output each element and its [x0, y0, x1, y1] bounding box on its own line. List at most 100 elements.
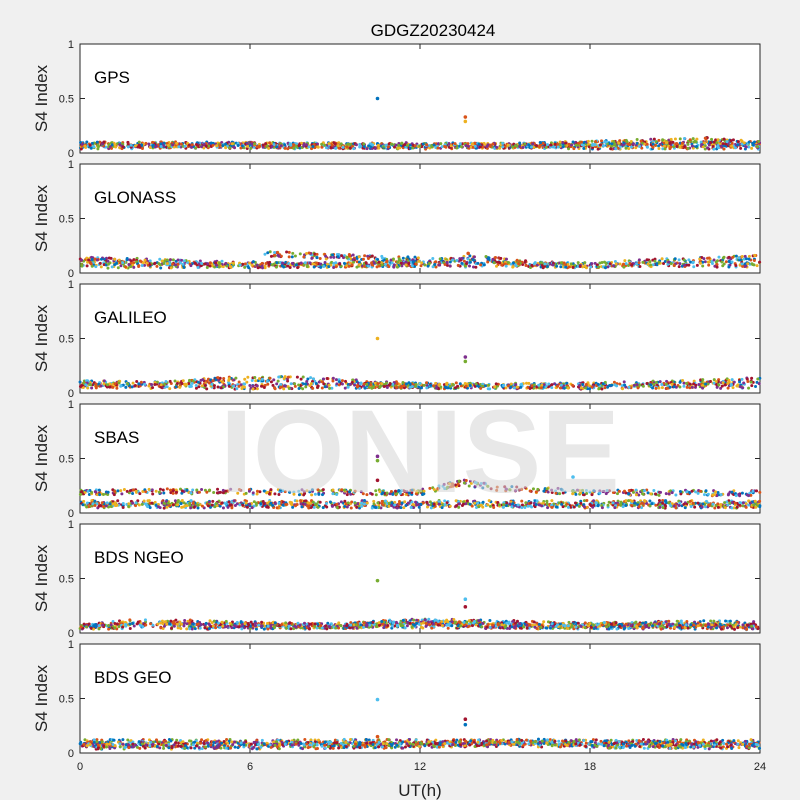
data-point [724, 142, 728, 146]
data-point [504, 264, 508, 268]
data-point [727, 265, 731, 269]
data-point [438, 257, 442, 261]
data-point [645, 382, 649, 386]
data-point [133, 144, 137, 148]
data-point [653, 259, 657, 263]
data-point [731, 138, 735, 142]
data-point [581, 143, 585, 147]
data-point [208, 261, 212, 265]
data-point [107, 256, 111, 260]
data-point [440, 145, 444, 149]
data-point [314, 381, 318, 385]
data-point [517, 262, 521, 266]
data-point [701, 260, 705, 264]
data-point [121, 261, 125, 265]
data-point [400, 141, 404, 145]
data-point [687, 263, 691, 267]
data-point [362, 145, 366, 149]
data-point [738, 380, 742, 384]
data-point [119, 384, 123, 388]
data-point [634, 493, 638, 497]
data-point [395, 382, 399, 386]
data-point [162, 491, 166, 495]
data-point [438, 263, 442, 267]
data-point [205, 387, 209, 391]
data-point [695, 145, 699, 149]
data-point [88, 143, 92, 147]
data-point [720, 384, 724, 388]
data-point [739, 138, 743, 142]
data-point [124, 385, 128, 389]
data-point [455, 146, 459, 150]
data-point [102, 382, 106, 386]
data-point [102, 379, 106, 383]
data-point [610, 142, 614, 146]
data-point [245, 147, 249, 151]
data-point [664, 492, 668, 496]
data-point [340, 254, 344, 258]
data-point [635, 137, 639, 141]
data-point [661, 138, 665, 142]
data-point [377, 146, 381, 150]
data-point [147, 142, 151, 146]
data-point [383, 262, 387, 266]
data-point [747, 257, 751, 261]
data-point [272, 378, 276, 382]
data-point [239, 146, 243, 150]
data-point [319, 265, 323, 269]
data-point [345, 145, 349, 149]
data-point [629, 140, 633, 144]
y-tick-label: 1 [68, 279, 74, 291]
data-point [194, 146, 198, 150]
data-point [270, 144, 274, 148]
data-point [147, 384, 151, 388]
data-point [377, 260, 381, 264]
data-point [243, 265, 247, 269]
data-point [758, 260, 762, 264]
data-point [115, 386, 119, 390]
data-point [417, 259, 421, 263]
data-point [285, 250, 289, 254]
data-point [425, 381, 429, 385]
data-point [411, 260, 415, 264]
data-point [159, 266, 163, 270]
data-point [99, 265, 103, 269]
data-point [325, 262, 329, 266]
data-point [636, 386, 640, 390]
data-point [116, 266, 120, 270]
data-point [299, 261, 303, 265]
data-point [682, 384, 686, 388]
data-point [576, 261, 580, 265]
data-point [624, 138, 628, 142]
data-point [751, 141, 755, 145]
data-point [498, 146, 502, 150]
data-point [518, 141, 522, 145]
data-point [657, 499, 661, 503]
data-point [582, 141, 586, 145]
data-point [291, 251, 295, 255]
data-point [268, 376, 272, 380]
series-dots [78, 336, 762, 391]
data-point [699, 489, 703, 493]
data-point [699, 140, 703, 144]
data-point [704, 382, 708, 386]
data-point [433, 263, 437, 267]
data-point [755, 264, 759, 268]
data-point [313, 379, 317, 383]
data-point [380, 263, 384, 267]
data-point [298, 252, 302, 256]
data-point [731, 386, 735, 390]
data-point [514, 144, 518, 148]
data-point [116, 489, 120, 493]
data-point [551, 263, 555, 267]
data-point [195, 488, 199, 492]
data-point [294, 263, 298, 267]
data-point [101, 493, 105, 497]
data-point [565, 381, 569, 385]
data-point [113, 143, 117, 147]
data-point [498, 261, 502, 265]
data-point [627, 499, 631, 503]
data-point [567, 147, 571, 151]
data-point [214, 263, 218, 267]
data-point [634, 488, 638, 492]
